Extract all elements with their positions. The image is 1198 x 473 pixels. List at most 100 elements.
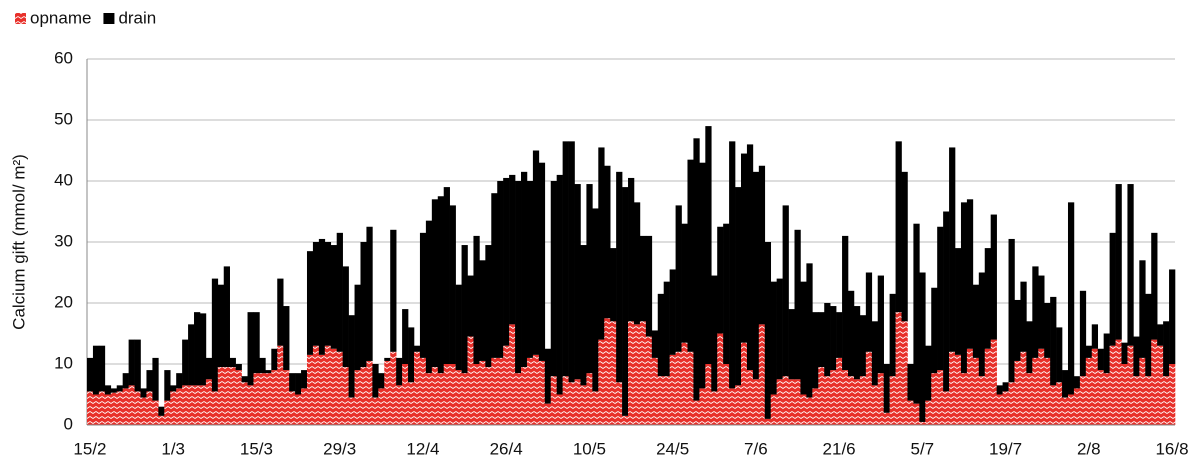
drain-bar — [538, 162, 546, 361]
opname-bar — [461, 373, 468, 425]
x-tick-label: 24/5 — [656, 439, 689, 458]
drain-bar — [526, 181, 534, 358]
drain-bar — [735, 187, 742, 386]
opname-bar — [1020, 351, 1027, 425]
opname-bar — [960, 373, 968, 425]
drain-bar — [1097, 348, 1104, 371]
opname-bar — [235, 370, 242, 425]
opname-bar — [1032, 357, 1039, 425]
opname-bar — [509, 324, 516, 425]
drain-bar — [645, 235, 653, 337]
opname-bar — [1026, 373, 1033, 425]
opname-bar — [1133, 376, 1140, 425]
opname-bar — [92, 394, 100, 425]
y-tick-label: 30 — [54, 231, 73, 250]
drain-bar — [836, 312, 843, 358]
opname-bar — [610, 321, 617, 425]
opname-bar — [1139, 357, 1146, 425]
drain-bar — [1008, 238, 1015, 383]
drain-bar — [479, 260, 486, 361]
drain-bar — [990, 214, 997, 340]
drain-bar — [586, 184, 593, 374]
drain-bar — [390, 229, 397, 352]
drain-bar — [449, 205, 456, 364]
opname-bar — [824, 376, 831, 425]
opname-bar — [848, 376, 855, 425]
opname-bar — [735, 385, 742, 425]
drain-bar — [455, 284, 462, 371]
opname-bar — [740, 342, 748, 425]
opname-bar — [711, 391, 718, 425]
drain-bar — [182, 339, 189, 386]
opname-bar — [984, 348, 991, 425]
drain-bar — [396, 357, 403, 386]
opname-bar — [277, 345, 284, 425]
drain-bar — [889, 293, 896, 377]
opname-bar — [247, 385, 254, 425]
legend-label: opname — [30, 8, 91, 27]
x-tick-label: 2/8 — [1077, 439, 1101, 458]
opname-bar — [913, 403, 920, 425]
opname-bar — [437, 373, 445, 425]
opname-bar — [1038, 348, 1045, 425]
drain-bar — [128, 339, 135, 386]
drain-bar — [782, 205, 789, 377]
drain-bar — [580, 245, 587, 386]
opname-bar — [544, 403, 552, 425]
legend-swatch — [103, 13, 115, 24]
opname-bar — [758, 324, 766, 425]
opname-bar — [550, 376, 557, 425]
drain-bar — [134, 339, 141, 392]
opname-bar — [283, 370, 290, 425]
opname-bar — [372, 397, 379, 425]
drain-bar — [717, 226, 724, 334]
opname-bar — [1109, 345, 1116, 425]
drain-bar — [830, 306, 837, 371]
drain-bar — [657, 293, 664, 377]
drain-bar — [223, 266, 230, 368]
drain-bar — [122, 373, 129, 389]
opname-bar — [806, 397, 813, 425]
drain-bar — [877, 275, 884, 374]
drain-bar — [104, 385, 112, 395]
drain-bar — [598, 147, 605, 340]
drain-bar — [1020, 281, 1027, 352]
drain-bar — [711, 275, 718, 392]
drain-bar — [544, 348, 552, 404]
drain-bar — [485, 245, 492, 368]
x-tick-label: 16/8 — [1155, 439, 1188, 458]
opname-bar — [562, 376, 569, 425]
drain-bar — [1121, 342, 1128, 364]
opname-bar — [966, 348, 974, 425]
opname-bar — [818, 367, 825, 425]
opname-bar — [1014, 360, 1021, 425]
drain-bar — [663, 281, 670, 377]
drain-bar — [271, 348, 278, 371]
opname-bar — [628, 321, 635, 425]
opname-bar — [532, 354, 540, 425]
opname-bar — [669, 354, 676, 425]
drain-bar — [931, 287, 938, 374]
y-tick-label: 10 — [54, 353, 73, 372]
drain-bar — [342, 266, 349, 368]
drain-bar — [289, 373, 296, 392]
drain-bar — [402, 309, 409, 364]
drain-bar — [978, 272, 986, 377]
opname-bar — [289, 391, 296, 425]
opname-bar — [949, 351, 956, 425]
opname-bar — [746, 370, 754, 425]
drain-bar — [241, 376, 248, 383]
drain-bar — [865, 272, 873, 352]
opname-bar — [651, 357, 659, 425]
drain-bar — [972, 284, 980, 358]
drain-bar — [306, 251, 314, 355]
drain-bar — [1050, 296, 1057, 386]
drain-bar — [312, 242, 320, 346]
drain-bar — [633, 202, 641, 325]
drain-bar — [842, 235, 849, 371]
drain-bar — [853, 306, 861, 380]
opname-bar — [889, 376, 896, 425]
x-tick-label: 21/6 — [823, 439, 856, 458]
opname-bar — [729, 388, 736, 425]
